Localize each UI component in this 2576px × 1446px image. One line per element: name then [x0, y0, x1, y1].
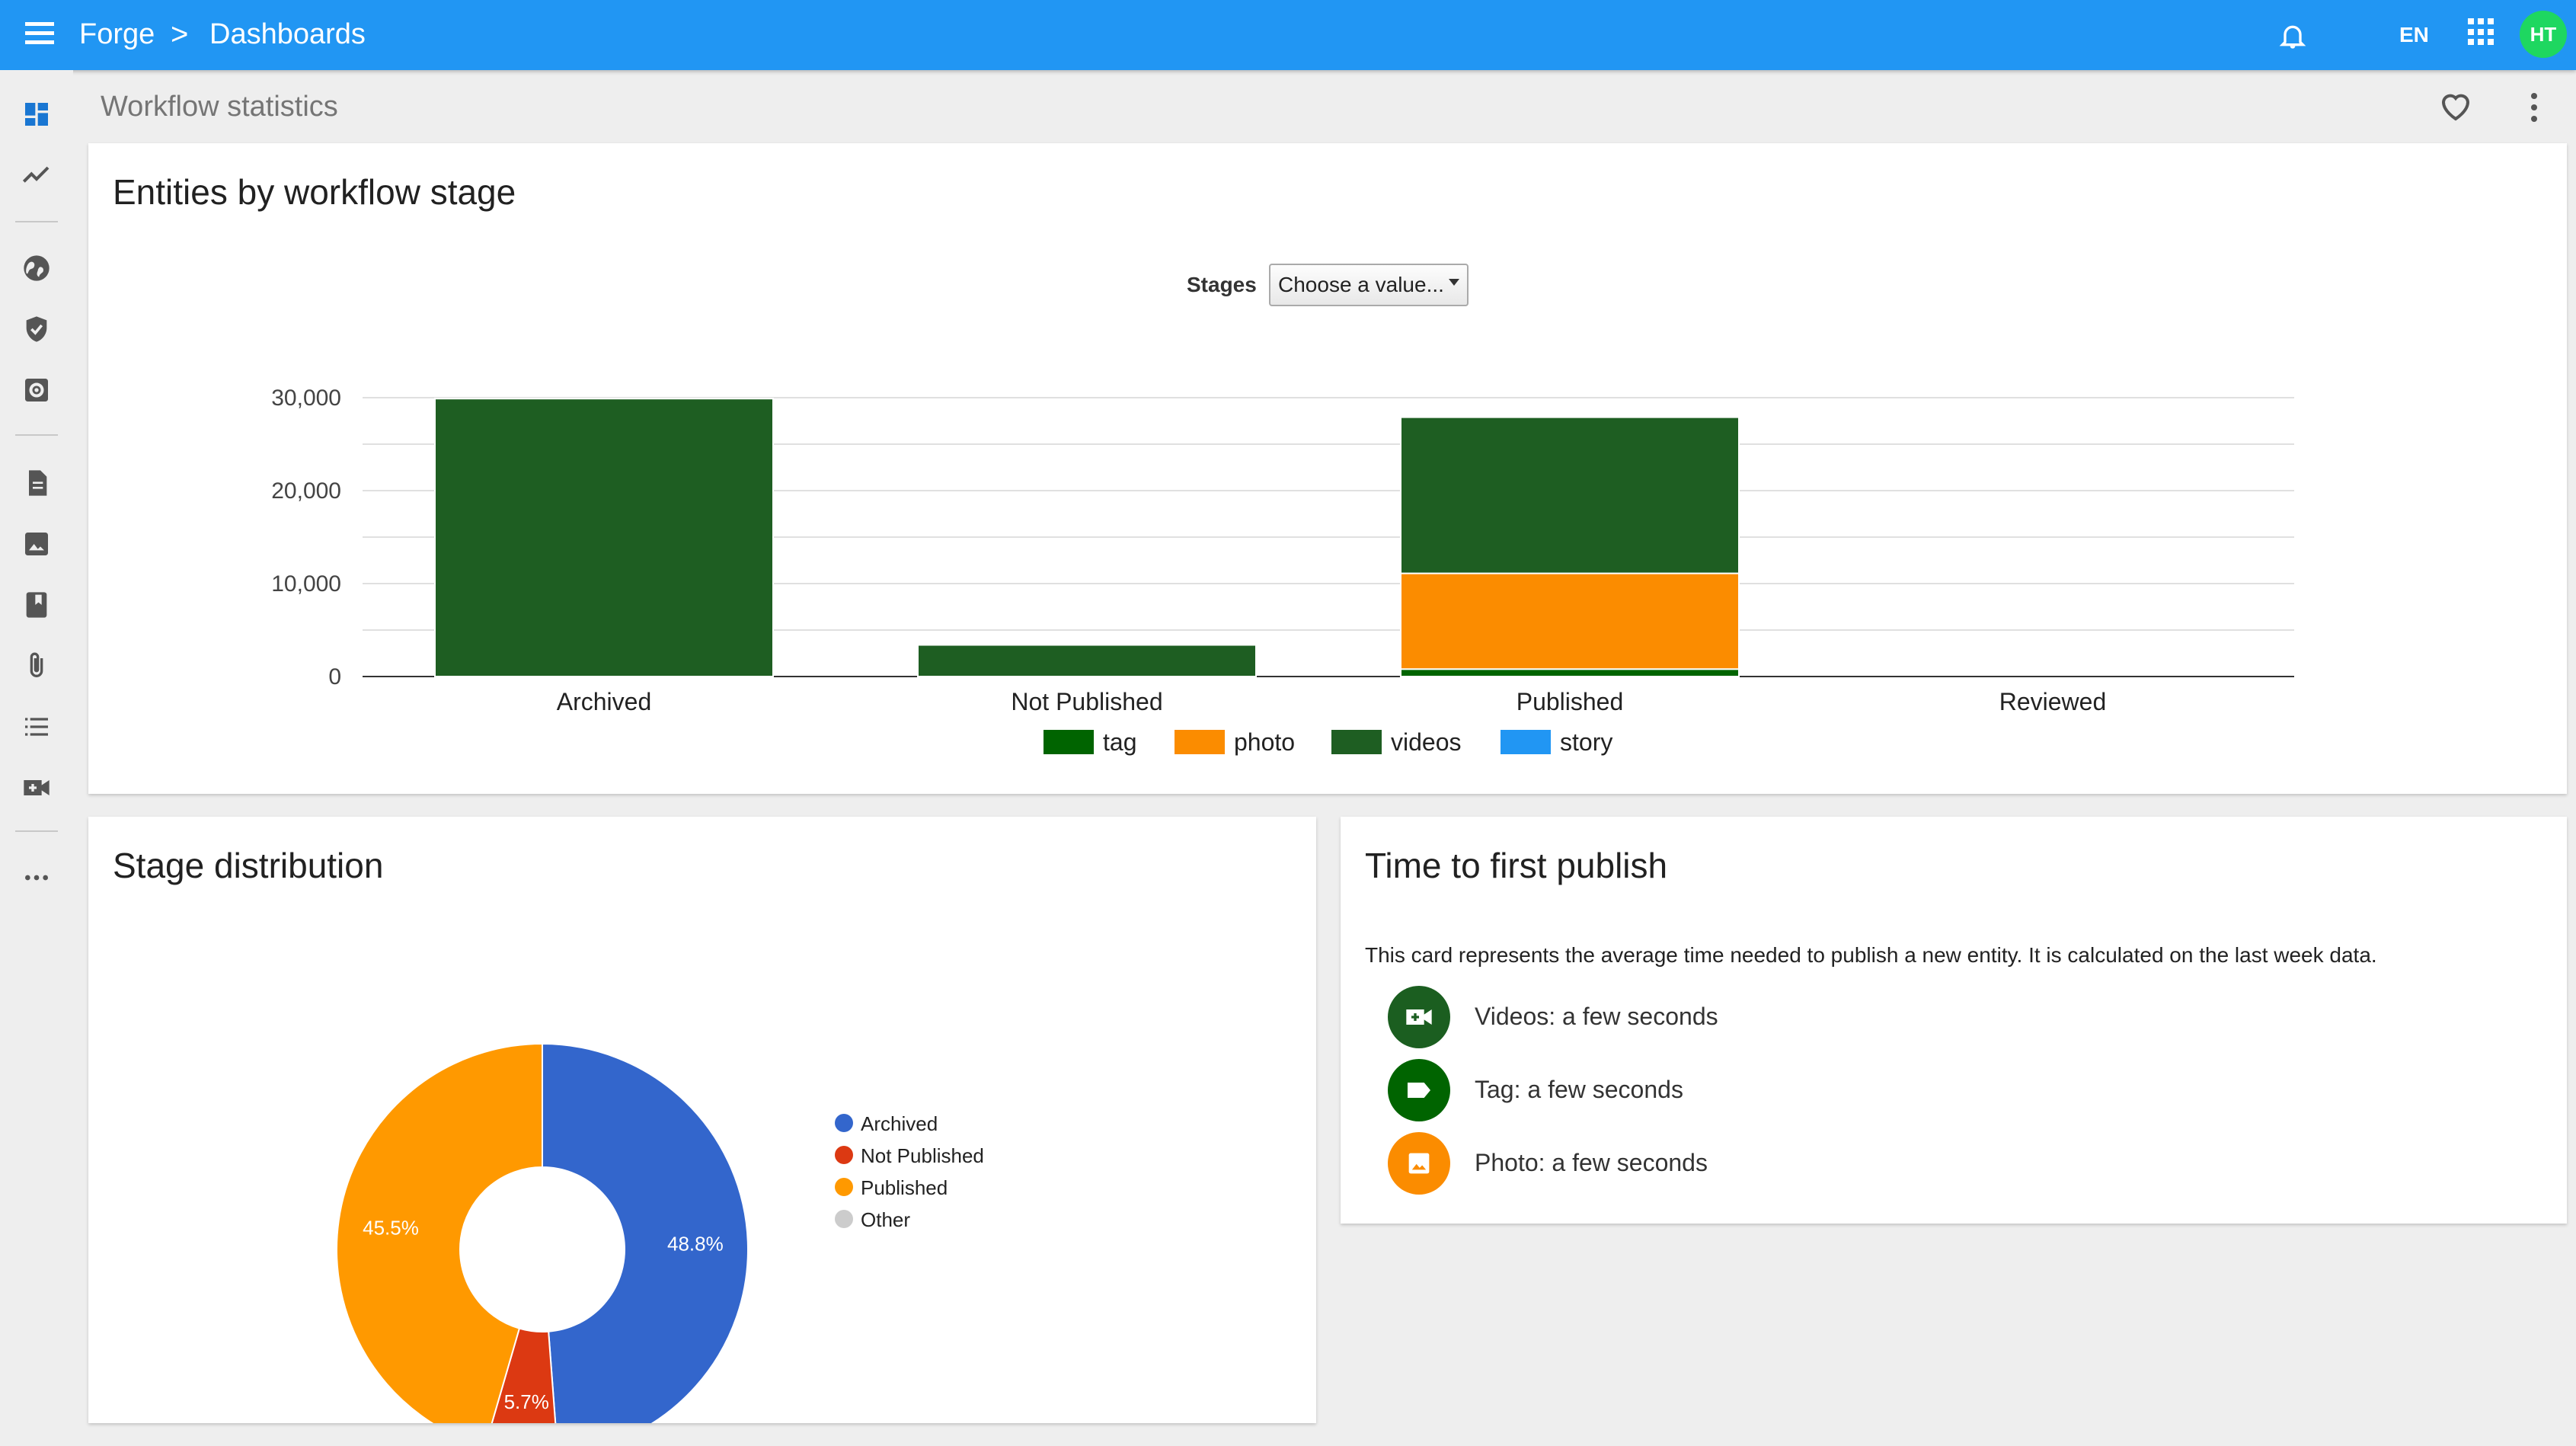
bar-videos-published: [1400, 416, 1740, 574]
slice-label: 48.8%: [667, 1232, 724, 1255]
legend-dot-published: [835, 1178, 853, 1196]
x-tick-label: Not Published: [1011, 688, 1162, 715]
stages-filter-label: Stages: [1187, 273, 1257, 296]
legend-swatch-tag: [1044, 730, 1094, 754]
card-title: Time to first publish: [1365, 846, 1668, 885]
legend-label: Published: [861, 1176, 948, 1199]
stages-filter-value: Choose a value...: [1278, 273, 1444, 296]
bar-videos-archived: [434, 398, 774, 677]
legend-label-tag: tag: [1103, 728, 1136, 756]
legend-dot-archived: [835, 1114, 853, 1132]
bookmark-box-icon[interactable]: [18, 587, 55, 623]
y-tick-label: 10,000: [271, 571, 341, 597]
notifications-bell-icon[interactable]: [2277, 20, 2308, 52]
legend-dot-other: [835, 1210, 853, 1228]
donut-chart: 48.8% 5.7% 45.5% Archived Not Published Publi…: [336, 1042, 984, 1423]
time-row-tag: Tag: a few seconds: [1388, 1059, 2149, 1121]
image-icon[interactable]: [18, 526, 55, 562]
x-tick-label: Archived: [557, 688, 652, 715]
list-icon[interactable]: [18, 709, 55, 745]
x-tick-label: Published: [1517, 688, 1624, 715]
time-row-videos: Videos: a few seconds: [1388, 986, 2149, 1048]
top-app-bar: Forge > Dashboards EN HT: [0, 0, 2576, 70]
slice-archived: [542, 1042, 749, 1423]
language-selector[interactable]: EN: [2399, 23, 2429, 46]
x-tick-label: Reviewed: [1999, 688, 2107, 715]
bar-videos-not-published: [917, 644, 1257, 678]
video-add-icon[interactable]: [18, 769, 55, 806]
time-to-first-publish-card: Time to first publish This card represen…: [1341, 817, 2567, 1224]
breadcrumb-page[interactable]: Dashboards: [209, 18, 366, 50]
video-add-icon: [1388, 986, 1450, 1048]
legend-label: Archived: [861, 1112, 938, 1135]
breadcrumb-separator: >: [171, 18, 189, 51]
document-icon[interactable]: [18, 465, 55, 501]
slice-label: 45.5%: [363, 1217, 419, 1240]
globe-icon[interactable]: [18, 250, 55, 286]
trending-icon[interactable]: [18, 157, 55, 194]
chevron-down-icon: [1449, 279, 1459, 286]
favorite-heart-icon[interactable]: [2437, 88, 2474, 125]
legend-swatch-story: [1501, 730, 1551, 754]
breadcrumb-app[interactable]: Forge: [79, 18, 155, 50]
stages-filter-select[interactable]: Choose a value...: [1269, 264, 1469, 306]
y-tick-label: 0: [328, 664, 341, 689]
legend-label-videos: videos: [1391, 728, 1462, 756]
legend-swatch-photo: [1175, 730, 1225, 754]
slice-published: [336, 1042, 543, 1423]
slice-not-published: [491, 1327, 557, 1423]
legend-swatch-videos: [1331, 730, 1382, 754]
settings-box-icon[interactable]: [18, 372, 55, 408]
y-tick-label: 20,000: [271, 478, 341, 504]
entities-by-stage-card: 0 10,000 20,000 30,000 Archived Not Published…: [88, 143, 2567, 794]
time-row-text: Photo: a few seconds: [1475, 1149, 1708, 1176]
stage-distribution-card: 48.8% 5.7% 45.5% Archived Not Published Publi…: [88, 817, 1316, 1423]
more-horizontal-icon[interactable]: [18, 859, 55, 896]
bar-photo-published: [1400, 572, 1740, 670]
side-navigation: [0, 70, 73, 1446]
time-row-photo: Photo: a few seconds: [1388, 1132, 2149, 1195]
page-title: Workflow statistics: [101, 91, 338, 123]
y-tick-label: 30,000: [271, 385, 341, 411]
legend-label: Not Published: [861, 1144, 984, 1167]
legend-label-story: story: [1560, 728, 1612, 756]
user-avatar[interactable]: HT: [2520, 11, 2567, 58]
card-title: Entities by workflow stage: [113, 172, 516, 212]
legend-label: Other: [861, 1208, 910, 1231]
legend-label-photo: photo: [1234, 728, 1295, 756]
time-row-text: Tag: a few seconds: [1475, 1076, 1683, 1103]
tag-icon: [1388, 1059, 1450, 1121]
time-row-text: Videos: a few seconds: [1475, 1003, 1718, 1030]
image-icon: [1388, 1132, 1450, 1195]
card-description: This card represents the average time ne…: [1365, 943, 2377, 967]
legend-dot-not-published: [835, 1146, 853, 1164]
stacked-bar-chart: 0 10,000 20,000 30,000 Archived Not Published…: [271, 385, 2294, 756]
dashboard-icon[interactable]: [18, 96, 55, 133]
card-title: Stage distribution: [113, 846, 384, 885]
apps-grid-icon[interactable]: [2468, 18, 2495, 46]
bar-tag-published: [1400, 668, 1740, 677]
slice-label: 5.7%: [504, 1390, 549, 1413]
attachment-icon[interactable]: [18, 648, 55, 684]
more-vertical-icon[interactable]: [2523, 90, 2546, 125]
shield-check-icon[interactable]: [18, 311, 55, 347]
menu-icon[interactable]: [21, 18, 58, 52]
